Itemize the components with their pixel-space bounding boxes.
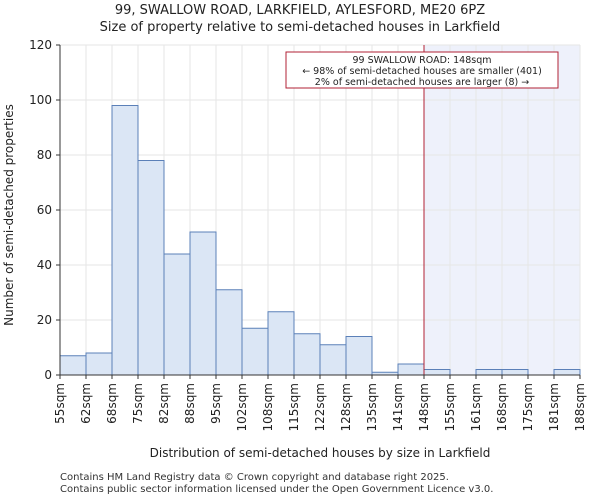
chart-subtitle: Size of property relative to semi-detach… <box>99 20 501 35</box>
bar <box>59 355 87 376</box>
x-tick-label: 181sqm <box>547 383 561 431</box>
y-tick-label: 120 <box>29 38 52 52</box>
x-tick-label: 188sqm <box>573 383 587 431</box>
bar <box>293 333 321 376</box>
annotation-box <box>285 51 559 89</box>
bar <box>553 369 581 376</box>
bar <box>137 160 165 376</box>
x-tick-label: 155sqm <box>443 383 457 431</box>
x-tick-label: 161sqm <box>469 383 483 431</box>
x-tick-label: 122sqm <box>313 383 327 431</box>
x-tick-label: 88sqm <box>183 383 197 424</box>
x-tick-label: 55sqm <box>53 383 67 424</box>
annotation-line-2: ← 98% of semi-detached houses are smalle… <box>302 66 542 77</box>
y-tick-label: 0 <box>44 368 52 382</box>
x-tick-label: 148sqm <box>417 383 431 431</box>
x-tick-label: 75sqm <box>131 383 145 424</box>
x-tick-label: 141sqm <box>391 383 405 431</box>
x-tick-label: 82sqm <box>157 383 171 424</box>
x-tick-label: 102sqm <box>235 383 249 431</box>
x-tick-label: 62sqm <box>79 383 93 424</box>
footer-licence: Contains public sector information licen… <box>60 484 494 495</box>
bar <box>475 369 503 376</box>
annotation-line-3: 2% of semi-detached houses are larger (8… <box>315 77 529 88</box>
bar <box>501 369 529 376</box>
bar <box>345 336 373 376</box>
bar <box>111 105 139 376</box>
x-tick-label: 175sqm <box>521 383 535 431</box>
x-tick-label: 128sqm <box>339 383 353 431</box>
y-tick-label: 60 <box>37 203 52 217</box>
y-axis-label: Number of semi-detached properties <box>2 104 16 326</box>
x-tick-label: 115sqm <box>287 383 301 431</box>
y-tick-label: 80 <box>37 148 52 162</box>
footer-copyright: Contains HM Land Registry data © Crown c… <box>60 472 449 483</box>
y-tick-label: 40 <box>37 258 52 272</box>
bar <box>319 344 347 376</box>
bar <box>189 231 217 376</box>
x-tick-label: 168sqm <box>495 383 509 431</box>
bar <box>267 311 295 376</box>
bar <box>215 289 243 376</box>
bar <box>163 253 191 376</box>
bar <box>85 352 113 376</box>
x-tick-label: 108sqm <box>261 383 275 431</box>
chart-title: 99, SWALLOW ROAD, LARKFIELD, AYLESFORD, … <box>114 3 486 18</box>
y-tick-label: 20 <box>37 313 52 327</box>
bar <box>241 327 269 376</box>
x-tick-label: 68sqm <box>105 383 119 424</box>
y-tick-label: 100 <box>29 93 52 107</box>
x-tick-label: 135sqm <box>365 383 379 431</box>
x-tick-label: 95sqm <box>209 383 223 424</box>
annotation-line-1: 99 SWALLOW ROAD: 148sqm <box>353 55 492 66</box>
x-axis-label: Distribution of semi-detached houses by … <box>150 446 491 460</box>
bar <box>423 369 451 376</box>
bar <box>397 363 425 376</box>
